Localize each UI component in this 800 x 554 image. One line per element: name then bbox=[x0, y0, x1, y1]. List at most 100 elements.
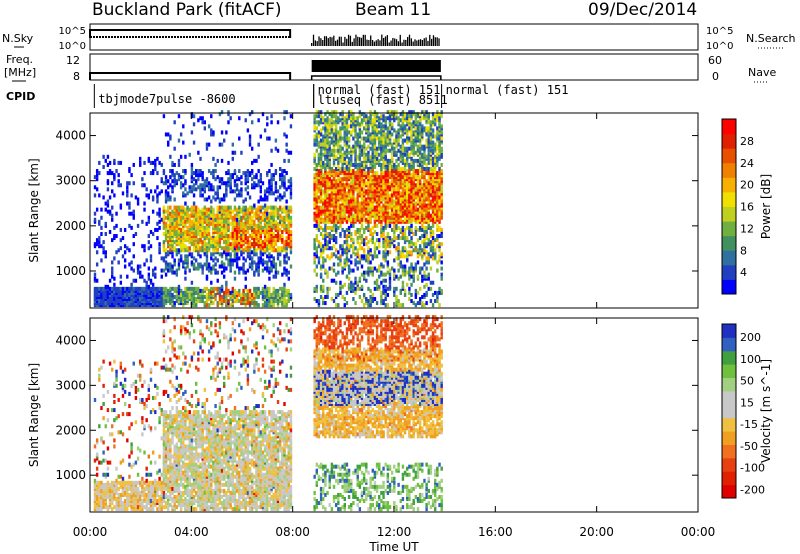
range-cell bbox=[272, 240, 275, 245]
range-cell bbox=[259, 189, 263, 194]
range-cell bbox=[192, 236, 196, 241]
range-cell bbox=[322, 244, 325, 249]
range-cell bbox=[246, 215, 250, 220]
range-cell bbox=[276, 234, 280, 239]
range-cell bbox=[315, 179, 318, 184]
range-cell bbox=[332, 252, 336, 257]
range-cell bbox=[216, 286, 219, 291]
range-cell bbox=[156, 199, 159, 204]
range-cell bbox=[397, 130, 400, 135]
range-cell bbox=[347, 284, 351, 289]
range-cell bbox=[399, 112, 402, 117]
range-cell bbox=[106, 303, 110, 308]
range-cell bbox=[214, 213, 217, 218]
range-cell bbox=[197, 223, 200, 228]
range-cell bbox=[371, 124, 374, 129]
range-cell bbox=[272, 299, 275, 304]
range-cell bbox=[238, 221, 241, 226]
range-cell bbox=[102, 290, 105, 295]
range-cell bbox=[343, 229, 346, 234]
range-cell bbox=[337, 183, 340, 188]
range-cell bbox=[412, 140, 415, 145]
cpid-label-text: tbjmode7pulse -8600 bbox=[98, 92, 235, 106]
range-cell bbox=[205, 276, 209, 281]
range-cell bbox=[380, 175, 383, 180]
range-cell bbox=[356, 195, 359, 200]
range-cell bbox=[212, 229, 215, 234]
range-cell bbox=[384, 187, 387, 192]
range-cell bbox=[229, 297, 232, 302]
range-cell bbox=[218, 252, 222, 257]
range-cell bbox=[345, 167, 349, 172]
range-cell bbox=[100, 225, 103, 230]
range-cell bbox=[403, 146, 407, 151]
range-cell bbox=[223, 219, 226, 224]
range-cell bbox=[375, 156, 379, 161]
range-cell bbox=[375, 185, 379, 190]
range-cell bbox=[367, 240, 370, 245]
range-cell bbox=[406, 171, 409, 176]
range-cell bbox=[235, 232, 239, 237]
range-cell bbox=[266, 136, 269, 141]
range-cell bbox=[186, 215, 189, 220]
range-cell bbox=[162, 225, 166, 230]
range-cell bbox=[330, 179, 334, 184]
range-cell bbox=[315, 185, 318, 190]
range-cell bbox=[261, 181, 265, 186]
range-cell bbox=[244, 227, 247, 232]
range-cell bbox=[117, 183, 120, 188]
range-cell bbox=[278, 292, 282, 297]
range-cell bbox=[197, 177, 200, 182]
range-cell bbox=[173, 246, 176, 251]
range-cell bbox=[337, 213, 340, 218]
range-cell bbox=[384, 238, 387, 243]
range-cell bbox=[223, 229, 226, 234]
range-cell bbox=[220, 254, 224, 259]
range-cell bbox=[356, 260, 359, 265]
range-cell bbox=[276, 236, 280, 241]
range-cell bbox=[365, 136, 368, 141]
range-cell bbox=[408, 276, 411, 281]
range-cell bbox=[188, 207, 191, 212]
range-cell bbox=[220, 221, 224, 226]
range-cell bbox=[382, 142, 385, 147]
range-cell bbox=[128, 167, 131, 172]
range-cell bbox=[356, 248, 359, 253]
range-cell bbox=[113, 282, 116, 287]
range-cell bbox=[367, 201, 370, 206]
range-cell bbox=[199, 240, 202, 245]
range-cell bbox=[190, 288, 194, 293]
range-cell bbox=[362, 205, 366, 210]
range-cell bbox=[220, 205, 224, 210]
range-cell bbox=[328, 175, 331, 180]
range-cell bbox=[278, 167, 282, 172]
range-cell bbox=[285, 238, 288, 243]
range-cell bbox=[272, 213, 275, 218]
range-cell bbox=[203, 238, 207, 243]
range-cell bbox=[177, 158, 181, 163]
range-cell bbox=[143, 262, 146, 267]
range-cell bbox=[233, 179, 237, 184]
range-cell bbox=[151, 195, 155, 200]
range-cell bbox=[414, 130, 418, 135]
range-cell bbox=[207, 195, 211, 200]
range-cell bbox=[121, 288, 125, 293]
range-cell bbox=[250, 177, 254, 182]
range-cell bbox=[388, 148, 392, 153]
range-cell bbox=[401, 205, 405, 210]
range-cell bbox=[117, 299, 120, 304]
range-cell bbox=[285, 236, 288, 241]
range-cell bbox=[220, 270, 224, 275]
range-cell bbox=[167, 197, 170, 202]
range-cell bbox=[350, 116, 353, 121]
range-cell bbox=[378, 152, 381, 157]
range-cell bbox=[393, 258, 396, 263]
range-cell bbox=[317, 130, 321, 135]
range-cell bbox=[233, 252, 237, 257]
range-cell bbox=[225, 171, 228, 176]
range-cell bbox=[289, 219, 293, 224]
range-cell bbox=[406, 236, 409, 241]
range-cell bbox=[375, 209, 379, 214]
range-cell bbox=[414, 303, 418, 308]
range-cell bbox=[332, 201, 336, 206]
